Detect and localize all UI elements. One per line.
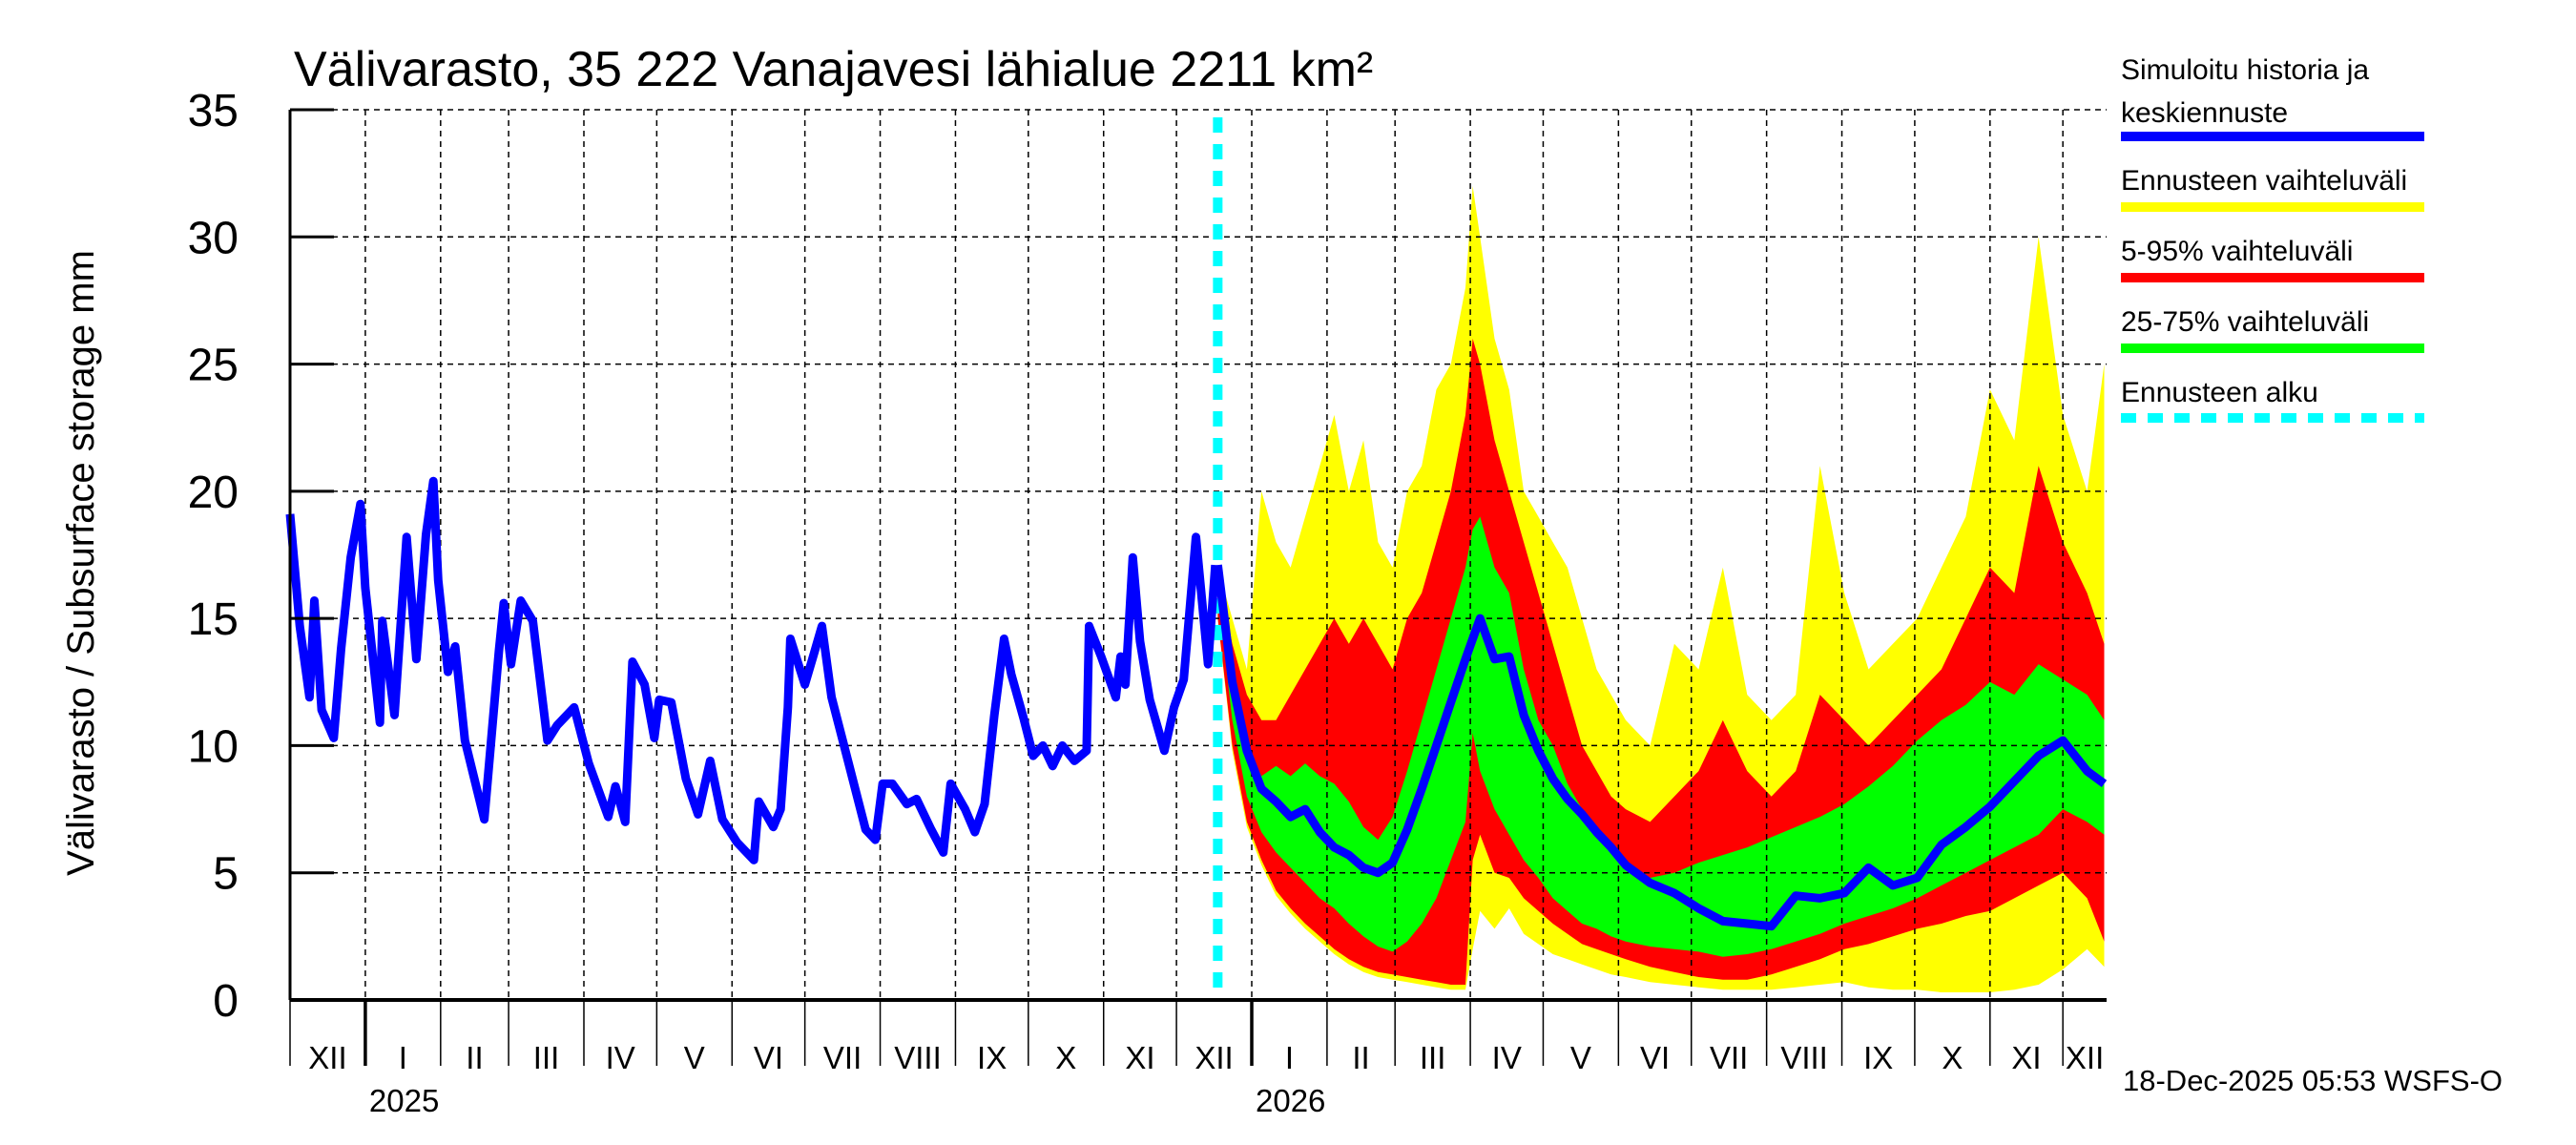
month-label: VII xyxy=(823,1040,862,1075)
y-tick-label: 10 xyxy=(188,721,239,772)
band-25-75 xyxy=(1217,516,2105,957)
year-label: 2025 xyxy=(369,1083,439,1118)
month-label: X xyxy=(1942,1040,1963,1075)
year-label: 2026 xyxy=(1256,1083,1325,1118)
month-label: II xyxy=(466,1040,483,1075)
series xyxy=(285,476,2108,931)
month-label: VIII xyxy=(894,1040,942,1075)
forecast-bands xyxy=(1217,186,2105,992)
y-tick-label: 30 xyxy=(188,213,239,263)
month-label: XII xyxy=(308,1040,346,1075)
legend-label: keskiennuste xyxy=(2121,97,2288,129)
month-label: III xyxy=(1420,1040,1446,1075)
y-tick-label: 5 xyxy=(213,849,239,900)
y-tick-label: 20 xyxy=(188,468,239,518)
month-label: XI xyxy=(1125,1040,1154,1075)
legend-label: 5-95% vaihteluväli xyxy=(2121,236,2353,267)
month-label: I xyxy=(1285,1040,1294,1075)
chart-title: Välivarasto, 35 222 Vanajavesi lähialue … xyxy=(294,42,1373,97)
legend-label: Simuloitu historia ja xyxy=(2121,54,2369,86)
month-label: IX xyxy=(977,1040,1007,1075)
timestamp: 18-Dec-2025 05:53 WSFS-O xyxy=(2123,1064,2503,1097)
legend-label: 25-75% vaihteluväli xyxy=(2121,306,2369,338)
x-ticks: XII I II III IV V VI VII VIII IX X XI XII I II III IV V VI… xyxy=(289,1000,2104,1118)
month-label: VIII xyxy=(1780,1040,1828,1075)
axes xyxy=(288,110,2107,1002)
month-label: IX xyxy=(1863,1040,1893,1075)
y-tick-label: 15 xyxy=(188,594,239,645)
month-label: XII xyxy=(1195,1040,1233,1075)
month-label: X xyxy=(1055,1040,1076,1075)
month-label: VI xyxy=(754,1040,783,1075)
legend: Simuloitu historia ja keskiennuste Ennuste… xyxy=(2121,54,2424,423)
month-label: V xyxy=(684,1040,705,1075)
history-line xyxy=(285,476,1220,864)
month-label: I xyxy=(399,1040,407,1075)
legend-label: Ennusteen vaihteluväli xyxy=(2121,165,2407,197)
legend-label: Ennusteen alku xyxy=(2121,377,2318,408)
y-tick-label: 25 xyxy=(188,341,239,391)
month-label: VI xyxy=(1640,1040,1670,1075)
month-label: VII xyxy=(1710,1040,1748,1075)
month-label: XII xyxy=(2066,1040,2104,1075)
month-label: XI xyxy=(2011,1040,2041,1075)
month-label: V xyxy=(1570,1040,1591,1075)
median-forecast-line xyxy=(1213,564,2108,931)
month-label: IV xyxy=(1492,1040,1522,1075)
month-label: III xyxy=(533,1040,560,1075)
month-label: IV xyxy=(606,1040,635,1075)
y-ticks: 0 5 10 15 20 25 30 35 xyxy=(188,86,334,1027)
y-axis-label: Välivarasto / Subsurface storage mm xyxy=(60,250,102,876)
grid xyxy=(290,109,2107,1000)
y-tick-label: 35 xyxy=(188,86,239,136)
y-tick-label: 0 xyxy=(213,976,239,1027)
month-label: II xyxy=(1352,1040,1369,1075)
